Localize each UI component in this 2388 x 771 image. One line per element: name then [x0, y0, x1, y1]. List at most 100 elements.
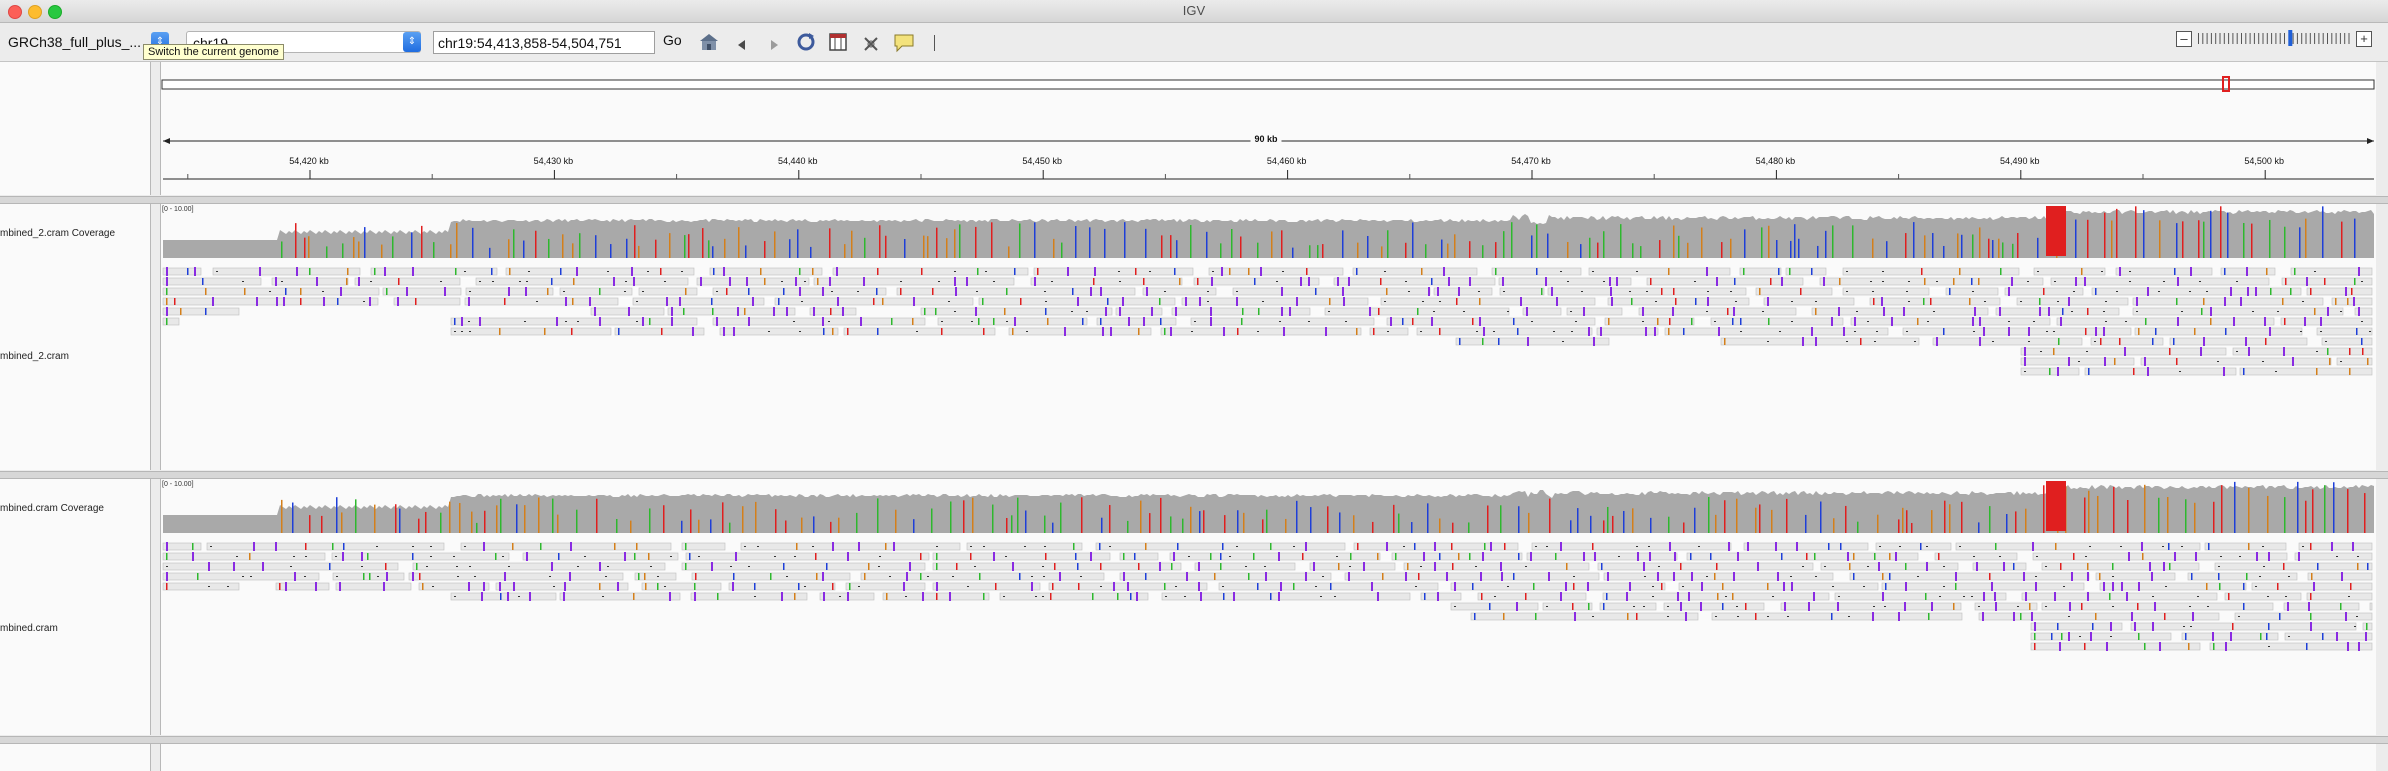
coverage-mismatch-bar [2297, 481, 2299, 533]
deletion-gap [2165, 586, 2167, 587]
genome-selector[interactable]: GRCh38_full_plus_... [2, 31, 170, 53]
insertion-marker [565, 297, 567, 306]
aligned-read [1934, 552, 2018, 561]
home-icon[interactable] [698, 31, 720, 53]
zoom-tick [2206, 33, 2208, 44]
deletion-gap [469, 566, 471, 567]
chromosome-ideogram[interactable] [161, 76, 2376, 96]
popup-info-icon[interactable] [893, 32, 915, 54]
insertion-marker [2031, 612, 2033, 621]
aligned-read [1008, 327, 1152, 336]
mismatch-base [1439, 553, 1441, 560]
zoom-out-button[interactable]: – [2176, 31, 2192, 47]
mismatch-base [2085, 328, 2087, 335]
coverage-mismatch-bar [1203, 510, 1205, 533]
mismatch-base [1145, 573, 1147, 580]
deletion-gap [227, 586, 229, 587]
mismatch-base [1412, 318, 1414, 325]
insertion-marker [1936, 337, 1938, 346]
refresh-icon[interactable] [795, 31, 817, 53]
aligned-read [162, 572, 320, 581]
coverage-track[interactable] [161, 204, 2376, 262]
deletion-gap [519, 281, 521, 282]
insertion-marker [966, 277, 968, 286]
aligned-read [845, 582, 926, 591]
aligned-read [408, 572, 624, 581]
forward-icon[interactable] [766, 34, 782, 56]
roi-icon[interactable] [828, 31, 848, 53]
mismatch-base [2088, 368, 2090, 375]
aligned-read [681, 542, 726, 551]
zoom-widget[interactable]: – + [2170, 30, 2375, 52]
aligned-read [1596, 327, 1659, 336]
mismatch-base [744, 308, 746, 315]
deletion-gap [2068, 616, 2070, 617]
insertion-marker [384, 267, 386, 276]
aligned-read [1720, 337, 1920, 346]
insertion-marker [1185, 297, 1187, 306]
coverage-mismatch-bar [1310, 507, 1312, 533]
mismatch-base [2081, 268, 2083, 275]
deletion-gap [1546, 546, 1548, 547]
mismatch-base [1969, 298, 1971, 305]
mismatch-base [2213, 643, 2215, 650]
header-data-panel [160, 62, 2376, 195]
aligned-read [1095, 542, 1346, 551]
deletion-gap [2275, 371, 2277, 372]
insertion-marker [1390, 317, 1392, 326]
zoom-in-button[interactable]: + [2356, 31, 2372, 47]
close-window-button[interactable] [8, 5, 22, 19]
mismatch-base [1177, 543, 1179, 550]
alignment-track[interactable] [161, 539, 2376, 729]
mismatch-base [1978, 278, 1980, 285]
coverage-mismatch-bar [1170, 516, 1172, 533]
coverage-mismatch-bar [1905, 233, 1907, 258]
panel-divider[interactable] [0, 471, 2388, 479]
deletion-gap [1926, 546, 1928, 547]
panel-divider[interactable] [0, 736, 2388, 744]
aligned-read [1218, 582, 1439, 591]
mismatch-base [1220, 553, 1222, 560]
mismatch-base [2294, 268, 2296, 275]
deletion-gap [1207, 301, 1209, 302]
clear-icon[interactable] [862, 33, 880, 55]
minus-icon: – [2180, 31, 2188, 46]
chromosome-dropdown-button[interactable]: ⇕ [403, 32, 421, 52]
deletion-gap [664, 281, 666, 282]
deletion-gap [2340, 311, 2342, 312]
coverage-track-label[interactable]: mbined.cram Coverage [0, 503, 104, 514]
mismatch-base [1555, 553, 1557, 560]
back-icon[interactable] [734, 34, 750, 56]
aligned-read [1531, 542, 1732, 551]
go-button[interactable]: Go [663, 32, 682, 48]
mismatch-base [1373, 328, 1375, 335]
mismatch-base [2349, 348, 2351, 355]
deletion-gap [1415, 586, 1417, 587]
mismatch-base [1407, 563, 1409, 570]
coverage-mismatch-bar [946, 238, 948, 258]
deletion-gap [440, 281, 442, 282]
coverage-mismatch-bar [2305, 500, 2307, 533]
mismatch-base [1828, 543, 1830, 550]
zoom-slider[interactable] [2196, 30, 2352, 48]
deletion-gap [1245, 566, 1247, 567]
mismatch-base [2279, 613, 2281, 620]
zoom-window-button[interactable] [48, 5, 62, 19]
deletion-gap [2336, 556, 2338, 557]
coverage-track[interactable] [161, 479, 2376, 537]
minimize-window-button[interactable] [28, 5, 42, 19]
panel-divider[interactable] [0, 196, 2388, 204]
mismatch-base [1143, 278, 1145, 285]
alignment-track[interactable] [161, 264, 2376, 464]
locus-input[interactable]: chr19:54,413,858-54,504,751 [433, 31, 655, 54]
insertion-marker [1878, 562, 1880, 571]
deletion-gap [1494, 596, 1496, 597]
coverage-mismatch-bar [2006, 513, 2008, 533]
coverage-track-label[interactable]: mbined_2.cram Coverage [0, 228, 116, 239]
aligned-read [1711, 612, 1963, 621]
alignment-track-label[interactable]: mbined.cram [0, 623, 58, 634]
mismatch-base [2270, 288, 2272, 295]
insertion-marker [1574, 612, 1576, 621]
insertion-marker [1560, 592, 1562, 601]
alignment-track-label[interactable]: mbined_2.cram [0, 351, 69, 362]
